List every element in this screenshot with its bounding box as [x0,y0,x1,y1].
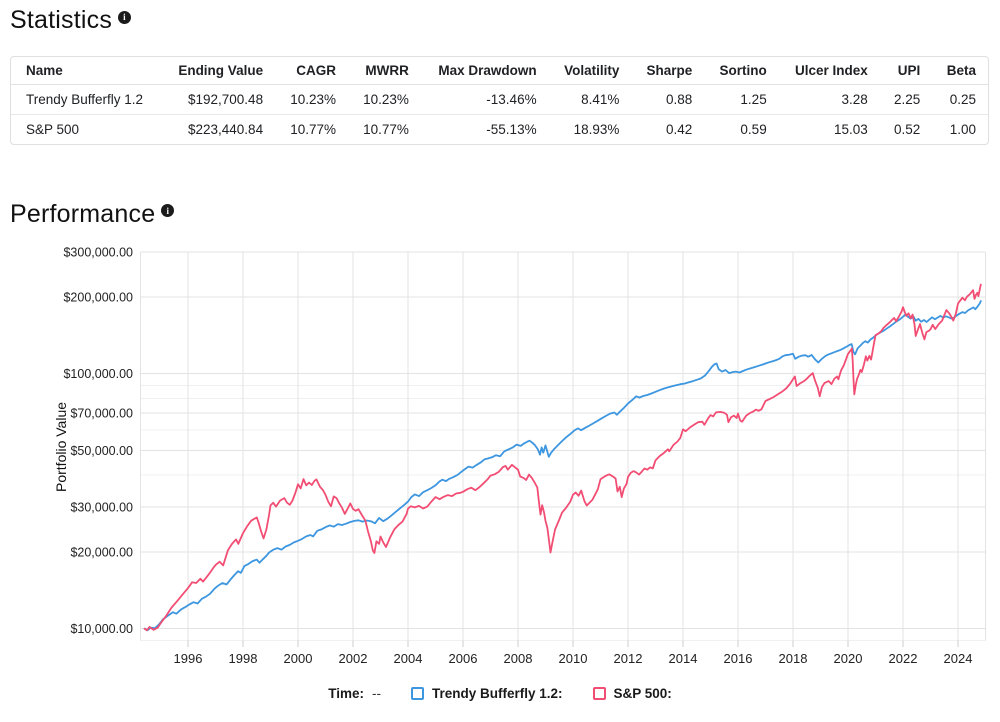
column-header-max-drawdown: Max Drawdown [438,62,537,78]
column-header-mwrr: MWRR [365,62,409,78]
row-value-cell: 10.23% [363,91,409,107]
column-header-name: Name [26,62,63,78]
series-line-2[interactable] [143,283,982,631]
series1-swatch-icon [410,686,424,700]
x-axis-tick-label: 2016 [724,651,753,666]
column-header-upi: UPI [897,62,921,78]
x-axis-tick-label: 2018 [779,651,808,666]
y-axis-tick-label: $20,000.00 [70,545,133,559]
chart-legend: Time: -- Trendy Bufferfly 1.2: S&P 500: [0,686,1000,701]
x-axis-tick-label: 1996 [174,651,203,666]
performance-title: Performance i [10,200,1000,229]
performance-info-icon[interactable]: i [161,204,175,218]
legend-series2-label: S&P 500: [613,685,672,701]
row-value-cell: -55.13% [486,121,537,137]
table-row: Trendy Bufferfly 1.2 $192,700.48 10.23% 10.… [11,84,988,115]
y-axis-tick-label: $50,000.00 [70,443,133,457]
statistics-table-container: Name Ending Value CAGR MWRR Max Drawdown Vola… [10,55,989,145]
row-value-cell: 0.59 [740,121,767,137]
row-name-cell: Trendy Bufferfly 1.2 [26,91,144,107]
row-value-cell: 0.88 [666,91,693,107]
legend-item-series1[interactable]: Trendy Bufferfly 1.2: [410,685,563,701]
row-value-cell: 0.42 [666,121,693,137]
column-header-volatility: Volatility [564,62,620,78]
x-axis-tick-label: 2020 [834,651,863,666]
y-axis-tick-label: $100,000.00 [63,367,133,381]
x-axis-tick-label: 1998 [229,651,258,666]
x-axis-tick-label: 2008 [504,651,533,666]
row-value-cell: 8.41% [581,91,620,107]
series2-swatch-icon [592,686,606,700]
y-axis-tick-label: $70,000.00 [70,406,133,420]
legend-item-series2[interactable]: S&P 500: [592,685,672,701]
series-line-1[interactable] [143,299,982,631]
x-axis-tick-label: 2000 [284,651,313,666]
y-axis-title: Portfolio Value [53,401,69,491]
x-axis-tick-label: 2004 [394,651,423,666]
column-header-sharpe: Sharpe [646,62,693,78]
y-axis-tick-label: $30,000.00 [70,500,133,514]
legend-time-label: Time: [328,685,364,701]
row-value-cell: 10.77% [363,121,409,137]
row-value-cell: 15.03 [834,121,868,137]
x-axis-tick-label: 2024 [944,651,973,666]
row-value-cell: 1.25 [740,91,767,107]
row-value-cell: 3.28 [841,91,868,107]
y-axis-tick-label: $200,000.00 [63,290,133,304]
legend-time-value: -- [371,685,381,701]
column-header-beta: Beta [946,62,976,78]
column-header-ulcer-index: Ulcer Index [795,62,868,78]
row-value-cell: $223,440.84 [188,121,264,137]
y-axis-tick-label: $300,000.00 [63,245,133,259]
column-header-cagr: CAGR [296,62,336,78]
row-value-cell: -13.46% [486,91,537,107]
x-axis-tick-label: 2022 [889,651,918,666]
row-value-cell: 0.52 [894,121,921,137]
x-axis-tick-label: 2002 [339,651,368,666]
row-value-cell: 0.25 [949,91,976,107]
row-name-cell: S&P 500 [26,121,80,137]
table-row: S&P 500 $223,440.84 10.77% 10.77% -55.13% 18.… [11,114,988,144]
row-value-cell: 2.25 [894,91,921,107]
performance-chart-svg[interactable]: $300,000.00 $200,000.00 $100,000.00 $70,000… [0,239,1000,677]
x-axis-tick-label: 2014 [669,651,698,666]
row-value-cell: 10.23% [290,91,336,107]
statistics-table-header: Name Ending Value CAGR MWRR Max Drawdown Vola… [11,57,988,85]
row-value-cell: 10.77% [290,121,336,137]
column-header-ending-value: Ending Value [178,62,264,78]
column-header-sortino: Sortino [719,62,767,78]
x-axis-tick-label: 2012 [614,651,643,666]
y-axis-tick-label: $10,000.00 [70,622,133,636]
row-value-cell: 18.93% [573,121,620,137]
legend-series1-label: Trendy Bufferfly 1.2: [431,685,563,701]
statistics-title: Statistics i [10,6,1000,35]
x-axis-tick-label: 2006 [449,651,478,666]
row-value-cell: $192,700.48 [188,91,264,107]
performance-chart[interactable]: $300,000.00 $200,000.00 $100,000.00 $70,000… [0,239,1000,682]
legend-item-time: Time: -- [328,686,381,701]
row-value-cell: 1.00 [949,121,976,137]
statistics-info-icon[interactable]: i [118,10,132,24]
x-axis-tick-label: 2010 [559,651,588,666]
statistics-table: Name Ending Value CAGR MWRR Max Drawdown Vola… [11,57,988,144]
